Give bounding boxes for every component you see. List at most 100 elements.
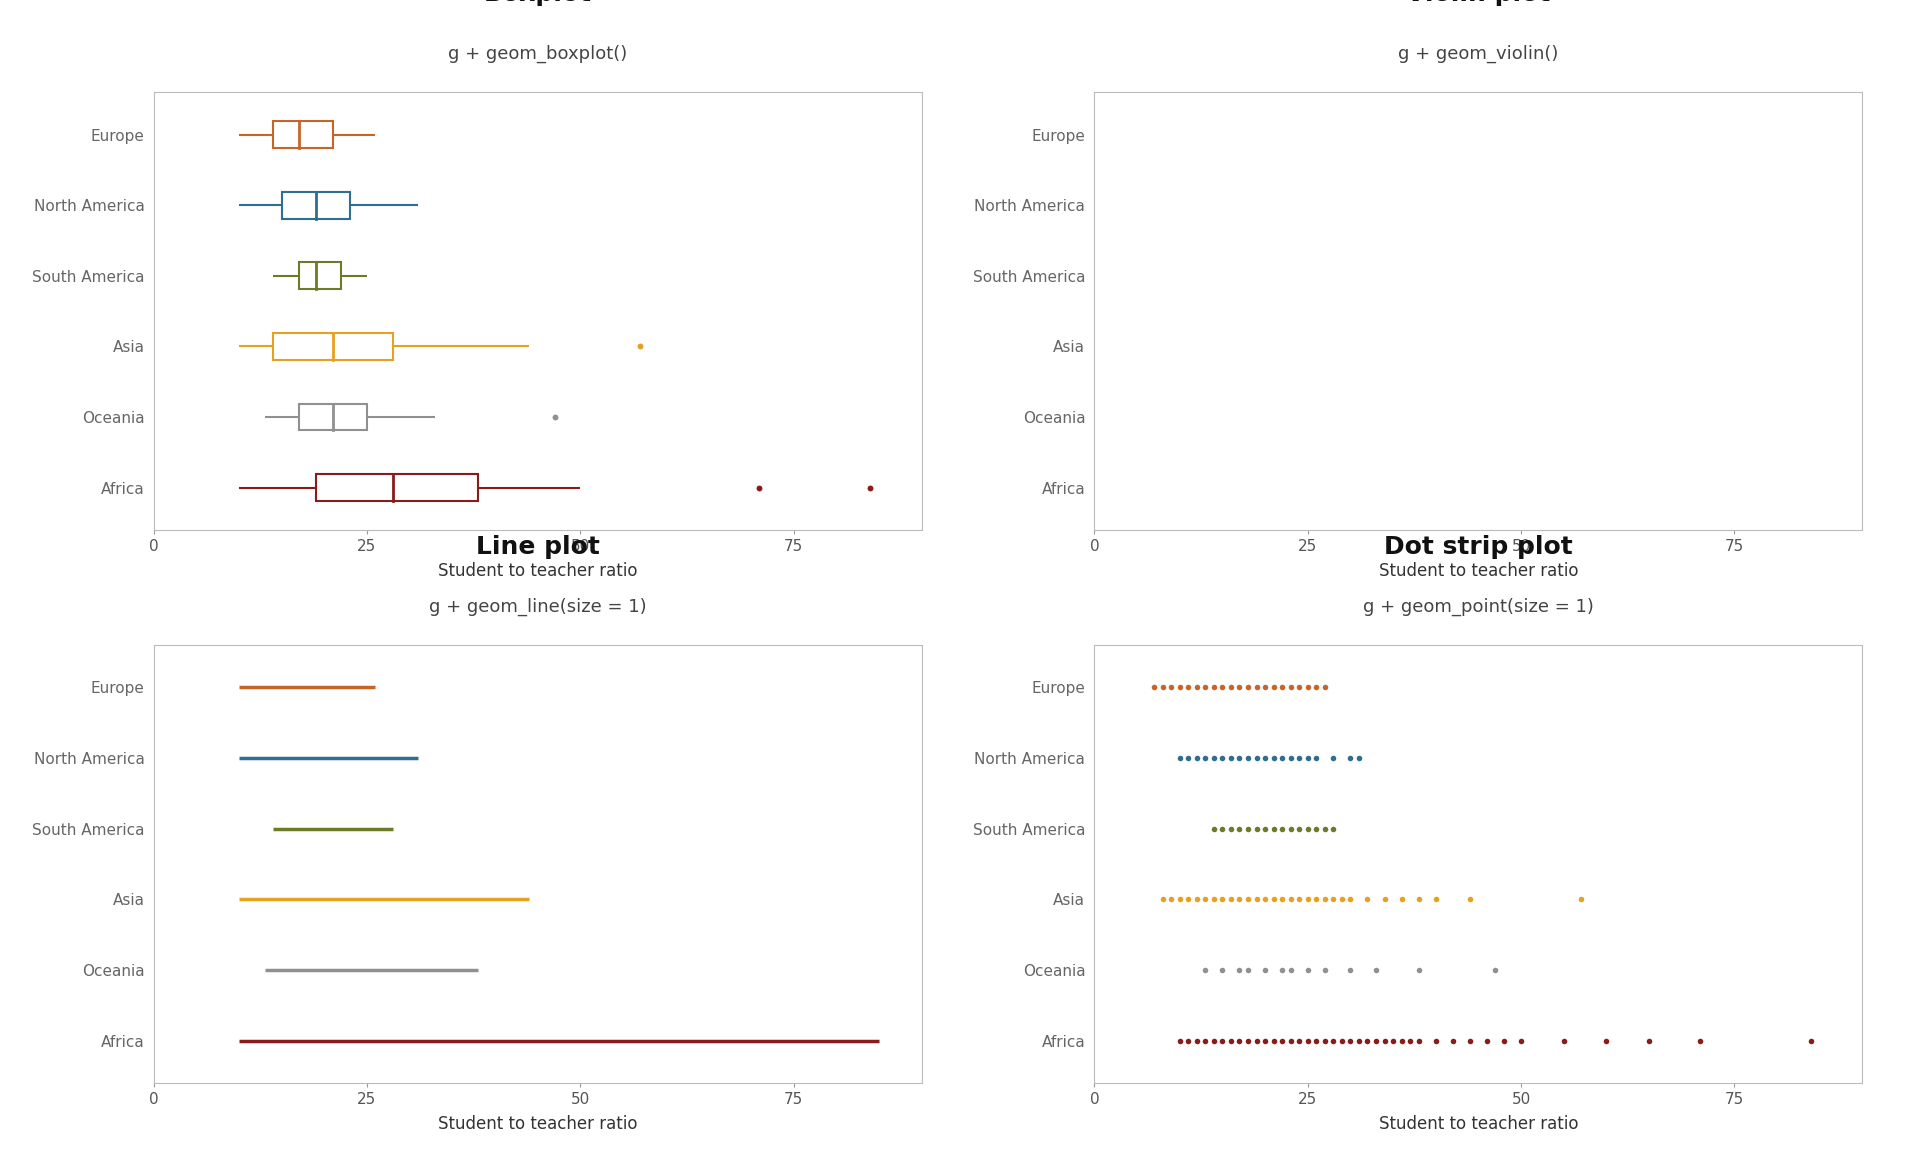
Bar bbox=[273, 121, 332, 147]
Point bbox=[1225, 679, 1256, 697]
Point bbox=[1225, 749, 1256, 767]
Point bbox=[1267, 679, 1298, 697]
Point bbox=[1225, 961, 1256, 979]
Point bbox=[1240, 1031, 1271, 1049]
Point bbox=[1421, 1031, 1452, 1049]
Point bbox=[1250, 679, 1281, 697]
Point bbox=[1471, 1031, 1501, 1049]
Point bbox=[854, 478, 885, 497]
Text: g + geom_point(size = 1): g + geom_point(size = 1) bbox=[1363, 598, 1594, 616]
Point bbox=[1309, 1031, 1340, 1049]
Point bbox=[1190, 1031, 1221, 1049]
Point bbox=[1634, 1031, 1665, 1049]
Point bbox=[1686, 1031, 1716, 1049]
Point bbox=[1317, 890, 1348, 909]
Point bbox=[1250, 1031, 1281, 1049]
Text: g + geom_boxplot(): g + geom_boxplot() bbox=[447, 45, 628, 63]
Point bbox=[1344, 749, 1375, 767]
Point bbox=[1190, 961, 1221, 979]
Point bbox=[1267, 1031, 1298, 1049]
Point bbox=[1309, 679, 1340, 697]
Point bbox=[1215, 890, 1246, 909]
Point bbox=[1190, 679, 1221, 697]
Point bbox=[1386, 1031, 1417, 1049]
Point bbox=[1139, 679, 1169, 697]
Point bbox=[1164, 749, 1194, 767]
Point bbox=[1275, 819, 1306, 838]
Point bbox=[1208, 679, 1238, 697]
Point bbox=[1302, 679, 1332, 697]
Text: Dot strip plot: Dot strip plot bbox=[1384, 535, 1572, 559]
Point bbox=[1208, 890, 1238, 909]
Point bbox=[1394, 1031, 1425, 1049]
Point bbox=[1181, 890, 1212, 909]
Point bbox=[1404, 961, 1434, 979]
Point bbox=[1208, 1031, 1238, 1049]
Point bbox=[1309, 819, 1340, 838]
Point bbox=[1267, 890, 1298, 909]
Text: g + geom_line(size = 1): g + geom_line(size = 1) bbox=[428, 598, 647, 616]
Point bbox=[1181, 1031, 1212, 1049]
Point bbox=[1215, 749, 1246, 767]
Point bbox=[1275, 749, 1306, 767]
Point bbox=[1480, 961, 1511, 979]
Point bbox=[1240, 890, 1271, 909]
Point bbox=[1258, 749, 1288, 767]
Point bbox=[1225, 890, 1256, 909]
Point bbox=[1352, 890, 1382, 909]
Point bbox=[1309, 961, 1340, 979]
Point bbox=[1208, 749, 1238, 767]
Point bbox=[1292, 890, 1323, 909]
Bar bbox=[300, 263, 342, 289]
Point bbox=[1258, 890, 1288, 909]
Point bbox=[1173, 890, 1204, 909]
Point bbox=[1292, 819, 1323, 838]
Text: Violin plot: Violin plot bbox=[1405, 0, 1551, 6]
Point bbox=[1208, 819, 1238, 838]
Point bbox=[1240, 679, 1271, 697]
Point bbox=[1215, 819, 1246, 838]
Text: Boxplot: Boxplot bbox=[484, 0, 591, 6]
Point bbox=[1267, 749, 1298, 767]
Point bbox=[1258, 679, 1288, 697]
Point bbox=[1334, 890, 1365, 909]
Point bbox=[1181, 679, 1212, 697]
Point bbox=[1455, 1031, 1486, 1049]
Point bbox=[1275, 961, 1306, 979]
Point bbox=[1250, 749, 1281, 767]
Point bbox=[1327, 1031, 1357, 1049]
X-axis label: Student to teacher ratio: Student to teacher ratio bbox=[1379, 562, 1578, 581]
Point bbox=[1284, 819, 1315, 838]
Point bbox=[1292, 679, 1323, 697]
Point bbox=[1258, 1031, 1288, 1049]
Point bbox=[1173, 749, 1204, 767]
Point bbox=[1233, 961, 1263, 979]
Point bbox=[1404, 890, 1434, 909]
Point bbox=[1275, 679, 1306, 697]
Point bbox=[1225, 819, 1256, 838]
Point bbox=[1215, 1031, 1246, 1049]
X-axis label: Student to teacher ratio: Student to teacher ratio bbox=[1379, 1115, 1578, 1134]
Point bbox=[1190, 890, 1221, 909]
Point bbox=[1240, 819, 1271, 838]
Point bbox=[1233, 819, 1263, 838]
Point bbox=[1225, 1031, 1256, 1049]
Point bbox=[1156, 890, 1187, 909]
Point bbox=[1250, 819, 1281, 838]
Point bbox=[1198, 819, 1229, 838]
Bar bbox=[315, 475, 478, 501]
Point bbox=[1275, 890, 1306, 909]
Point bbox=[1173, 1031, 1204, 1049]
Point bbox=[1148, 890, 1179, 909]
Point bbox=[1292, 749, 1323, 767]
Point bbox=[1334, 1031, 1365, 1049]
Point bbox=[1240, 749, 1271, 767]
Point bbox=[1190, 749, 1221, 767]
Point bbox=[1334, 749, 1365, 767]
Point bbox=[1250, 890, 1281, 909]
Point bbox=[1198, 1031, 1229, 1049]
Point bbox=[1284, 749, 1315, 767]
Point bbox=[1302, 1031, 1332, 1049]
Point bbox=[1488, 1031, 1519, 1049]
Text: Line plot: Line plot bbox=[476, 535, 599, 559]
